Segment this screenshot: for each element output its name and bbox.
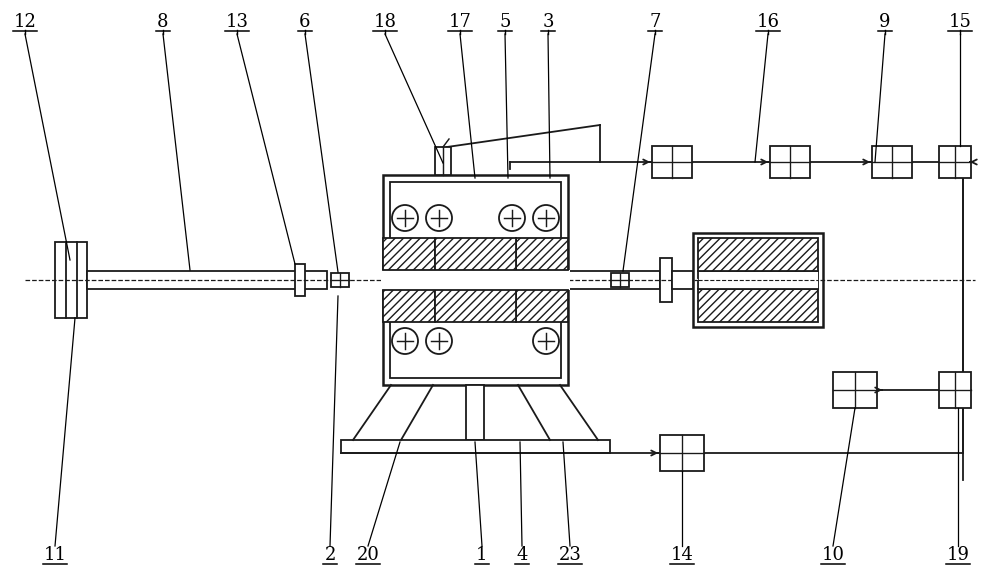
Bar bbox=[568, 271, 660, 289]
Bar bbox=[693, 233, 823, 327]
Text: 4: 4 bbox=[516, 546, 528, 564]
Circle shape bbox=[426, 328, 452, 354]
Text: 19: 19 bbox=[946, 546, 970, 564]
Text: 18: 18 bbox=[374, 13, 396, 31]
Bar bbox=[435, 238, 516, 322]
Text: 14: 14 bbox=[671, 546, 693, 564]
Text: 6: 6 bbox=[299, 13, 311, 31]
Circle shape bbox=[533, 328, 559, 354]
Bar bbox=[833, 372, 877, 408]
Bar bbox=[390, 182, 561, 255]
Bar bbox=[672, 271, 693, 289]
Bar bbox=[611, 273, 629, 287]
Bar bbox=[698, 271, 818, 289]
Text: 8: 8 bbox=[157, 13, 169, 31]
Bar bbox=[939, 372, 971, 408]
Bar bbox=[652, 146, 692, 178]
Bar bbox=[331, 273, 349, 287]
Bar bbox=[660, 258, 672, 302]
Bar bbox=[383, 175, 568, 385]
Bar bbox=[381, 270, 570, 290]
Bar bbox=[939, 146, 971, 178]
Text: 7: 7 bbox=[649, 13, 661, 31]
Bar bbox=[872, 146, 912, 178]
Text: 16: 16 bbox=[757, 13, 780, 31]
Text: 9: 9 bbox=[879, 13, 891, 31]
Bar bbox=[435, 147, 451, 175]
Circle shape bbox=[392, 328, 418, 354]
Text: 1: 1 bbox=[476, 546, 488, 564]
Bar bbox=[660, 435, 704, 471]
Text: 23: 23 bbox=[559, 546, 581, 564]
Bar bbox=[466, 385, 484, 440]
Circle shape bbox=[533, 205, 559, 231]
Circle shape bbox=[499, 205, 525, 231]
Circle shape bbox=[392, 205, 418, 231]
Bar bbox=[698, 282, 818, 322]
Bar bbox=[698, 238, 818, 278]
Text: 17: 17 bbox=[449, 13, 471, 31]
Bar bbox=[87, 271, 327, 289]
Text: 15: 15 bbox=[949, 13, 971, 31]
Text: 3: 3 bbox=[542, 13, 554, 31]
Circle shape bbox=[426, 205, 452, 231]
Text: 13: 13 bbox=[226, 13, 248, 31]
Text: 10: 10 bbox=[822, 546, 844, 564]
Bar bbox=[390, 305, 561, 378]
Bar bbox=[55, 242, 87, 318]
Text: 11: 11 bbox=[44, 546, 66, 564]
Text: 2: 2 bbox=[324, 546, 336, 564]
Bar bbox=[516, 238, 568, 322]
Bar bbox=[770, 146, 810, 178]
Bar bbox=[341, 440, 610, 453]
Bar bbox=[295, 264, 305, 296]
Text: 5: 5 bbox=[499, 13, 511, 31]
Text: 20: 20 bbox=[357, 546, 379, 564]
Text: 12: 12 bbox=[14, 13, 36, 31]
Bar bbox=[383, 238, 435, 322]
